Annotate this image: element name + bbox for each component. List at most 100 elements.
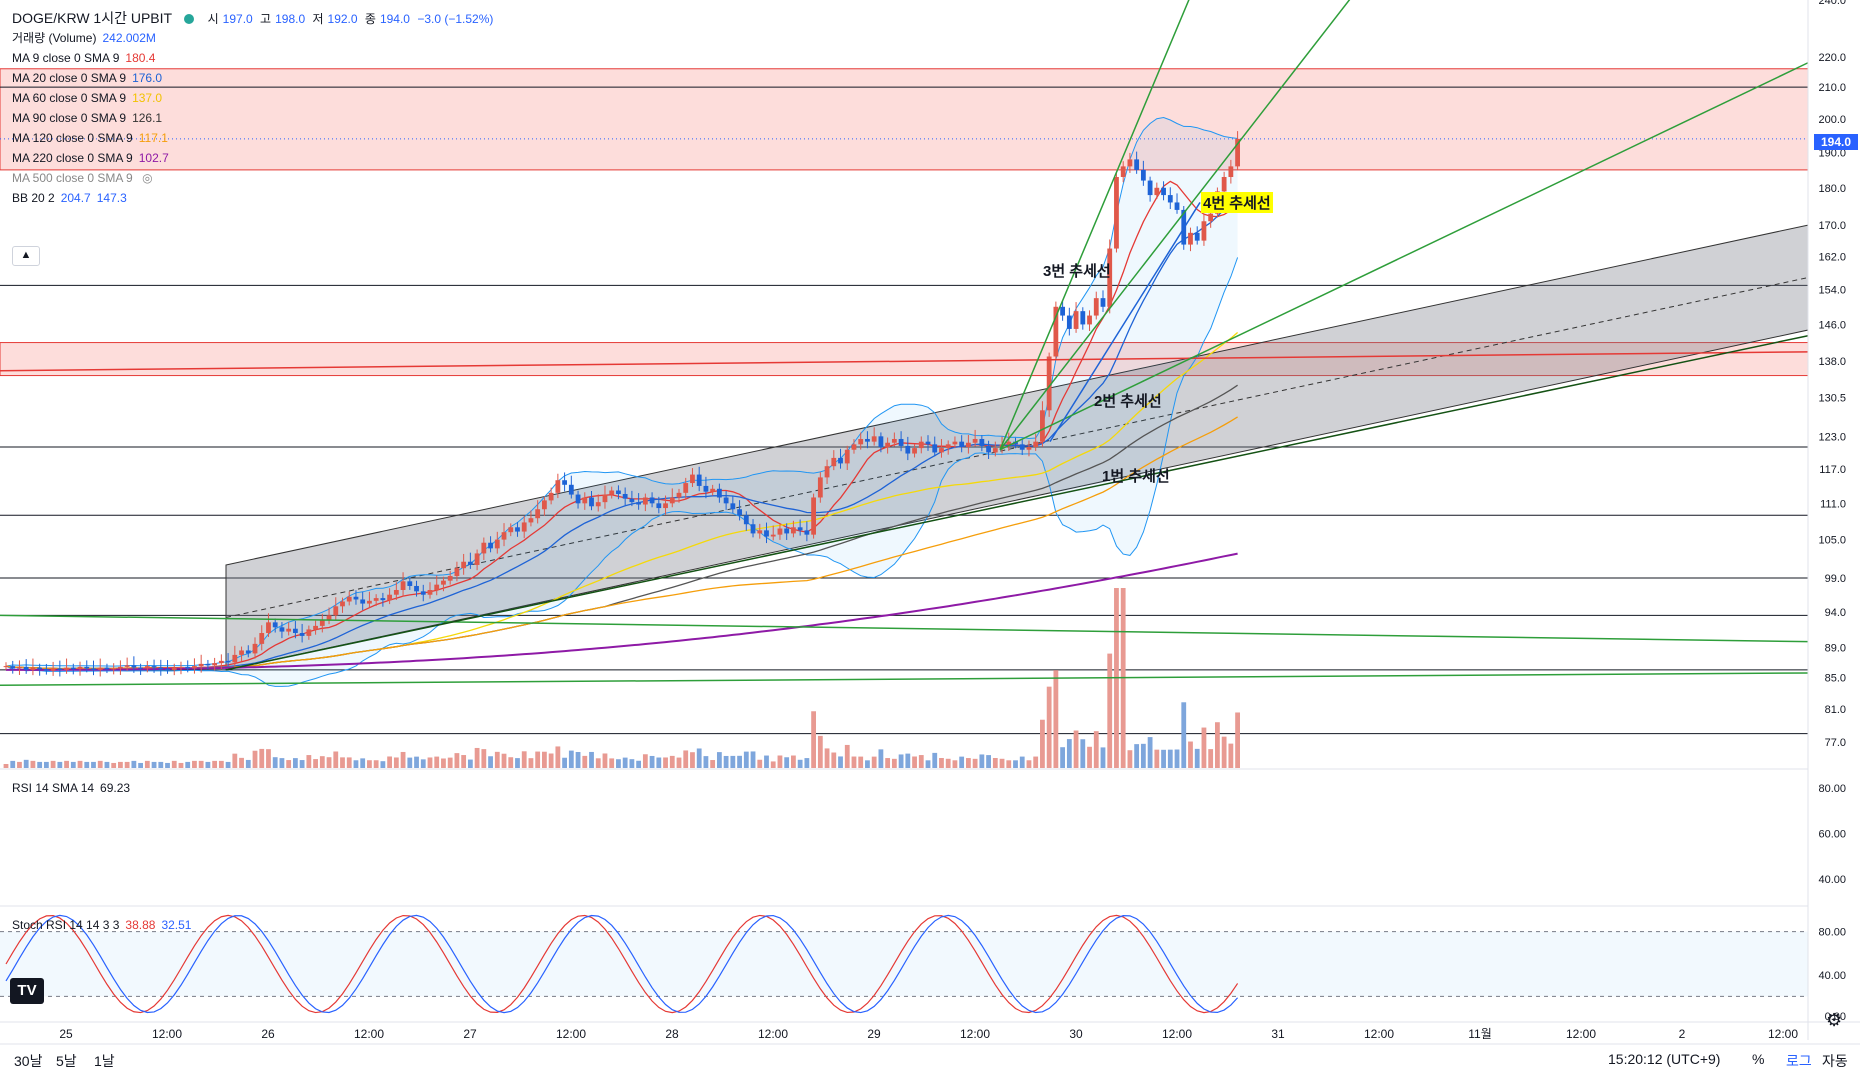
candle-body	[420, 591, 426, 595]
log-scale-button[interactable]: 로그	[1786, 1053, 1812, 1069]
volume-bar	[716, 752, 722, 768]
volume-bar	[158, 761, 164, 768]
hidden-eye-icon[interactable]: ◎	[142, 171, 153, 185]
volume-bar	[1073, 730, 1079, 768]
volume-bar	[972, 758, 978, 768]
candle-body	[407, 581, 413, 586]
volume-bar	[548, 753, 554, 768]
time-tick-label: 12:00	[960, 1027, 990, 1041]
price-tick-label: 123.0	[1818, 431, 1846, 443]
volume-bar	[481, 749, 487, 768]
ohlc-values: 시 197.0 고 198.0 저 192.0 종 194.0 −3.0 (−1.52%…	[207, 12, 494, 26]
candle-body	[212, 663, 218, 666]
volume-bar	[380, 761, 386, 768]
trendline-1-label: 1번 추세선	[1102, 468, 1170, 485]
candle-body	[434, 584, 440, 590]
auto-scale-button[interactable]: 자동	[1822, 1053, 1848, 1069]
candle-body	[1120, 166, 1126, 177]
volume-bar	[952, 760, 958, 768]
volume-bar	[43, 761, 49, 768]
volume-bar	[1127, 750, 1133, 768]
candle-body	[972, 438, 978, 443]
legend-rsi[interactable]: RSI 14 SMA 14 69.23	[12, 781, 131, 795]
candle-body	[1174, 202, 1180, 210]
volume-bar	[959, 756, 965, 768]
legend-ma500[interactable]: MA 500 close 0 SMA 9 ◎	[12, 171, 153, 185]
volume-bar	[1228, 743, 1234, 768]
candle-body	[1060, 306, 1066, 316]
candle-body	[23, 666, 29, 670]
price-tick-label: 138.0	[1818, 356, 1846, 368]
time-tick-label: 12:00	[152, 1027, 182, 1041]
candle-body	[340, 601, 345, 607]
interval[interactable]: 1시간	[93, 10, 127, 26]
volume-bar	[589, 751, 594, 768]
range-5d-button[interactable]: 5날	[56, 1053, 77, 1069]
percent-scale-button[interactable]: %	[1752, 1051, 1765, 1067]
candle-body	[205, 663, 211, 666]
legend-ma20[interactable]: MA 20 close 0 SMA 9 176.0	[12, 71, 163, 85]
legend-volume[interactable]: 거래량 (Volume) 242.002M	[12, 31, 156, 45]
volume-bar	[1087, 746, 1092, 768]
candle-body	[986, 445, 991, 453]
volume-bar	[1147, 737, 1153, 768]
range-30d-button[interactable]: 30날	[14, 1053, 43, 1069]
candle-body	[393, 589, 399, 595]
candle-body	[1208, 213, 1214, 222]
volume-bar	[1208, 749, 1214, 768]
volume-bar	[37, 761, 43, 768]
legend-ma220[interactable]: MA 220 close 0 SMA 9 102.7	[12, 151, 169, 165]
candle-body	[286, 628, 292, 632]
time-tick-label: 11월	[1468, 1027, 1492, 1041]
candle-body	[380, 598, 386, 601]
volume-bar	[939, 758, 944, 768]
candle-body	[1093, 298, 1099, 316]
candle-body	[1140, 169, 1146, 181]
volume-bar	[266, 749, 271, 768]
legend-ma90[interactable]: MA 90 close 0 SMA 9 126.1	[12, 111, 163, 125]
price-tick-label: 170.0	[1818, 220, 1846, 232]
volume-bar	[770, 761, 776, 768]
volume-bar	[521, 751, 527, 768]
candle-body	[144, 666, 150, 669]
candle-body	[965, 442, 971, 448]
legend-ma120[interactable]: MA 120 close 0 SMA 9 117.1	[12, 131, 168, 145]
candle-body	[1033, 441, 1039, 448]
volume-bar	[17, 761, 22, 768]
volume-bar	[346, 757, 352, 768]
time-tick-label: 12:00	[1162, 1027, 1192, 1041]
legend-bb[interactable]: BB 20 2 204.7 147.3	[12, 191, 127, 205]
volume-bar	[414, 756, 419, 768]
clock[interactable]: 15:20:12 (UTC+9)	[1608, 1051, 1721, 1067]
candle-body	[528, 518, 534, 523]
price-tick-label: 146.0	[1818, 319, 1846, 331]
candle-body	[723, 497, 729, 504]
range-1d-button[interactable]: 1날	[94, 1053, 115, 1069]
legend-ma9[interactable]: MA 9 close 0 SMA 9 180.4	[12, 51, 156, 65]
candle-body	[959, 441, 965, 448]
tradingview-logo-icon[interactable]: TV	[10, 978, 44, 1004]
price-tick-label: 85.0	[1825, 673, 1846, 685]
candle-body	[851, 444, 857, 450]
candle-body	[757, 530, 763, 534]
collapse-legend-button[interactable]: ▲	[12, 246, 40, 266]
price-tick-label: 81.0	[1825, 704, 1846, 716]
volume-bar	[205, 761, 211, 768]
volume-bar	[878, 749, 884, 768]
volume-bar	[629, 759, 635, 768]
volume-bar	[299, 760, 305, 768]
volume-bar	[723, 755, 729, 768]
candle-body	[1127, 159, 1133, 167]
legend-ma60[interactable]: MA 60 close 0 SMA 9 137.0	[12, 91, 163, 105]
candle-body	[716, 488, 722, 498]
legend-stoch[interactable]: Stoch RSI 14 14 3 3 38.88 32.51	[12, 918, 192, 932]
resistance-zones	[0, 68, 1809, 377]
volume-bar	[797, 759, 803, 768]
candle-body	[43, 669, 49, 671]
volume-bar	[535, 751, 541, 768]
volume-bar	[602, 753, 608, 768]
gear-icon[interactable]: ⚙	[1826, 1010, 1843, 1030]
symbol-name[interactable]: DOGE/KRW	[12, 10, 90, 26]
candle-body	[784, 528, 790, 534]
